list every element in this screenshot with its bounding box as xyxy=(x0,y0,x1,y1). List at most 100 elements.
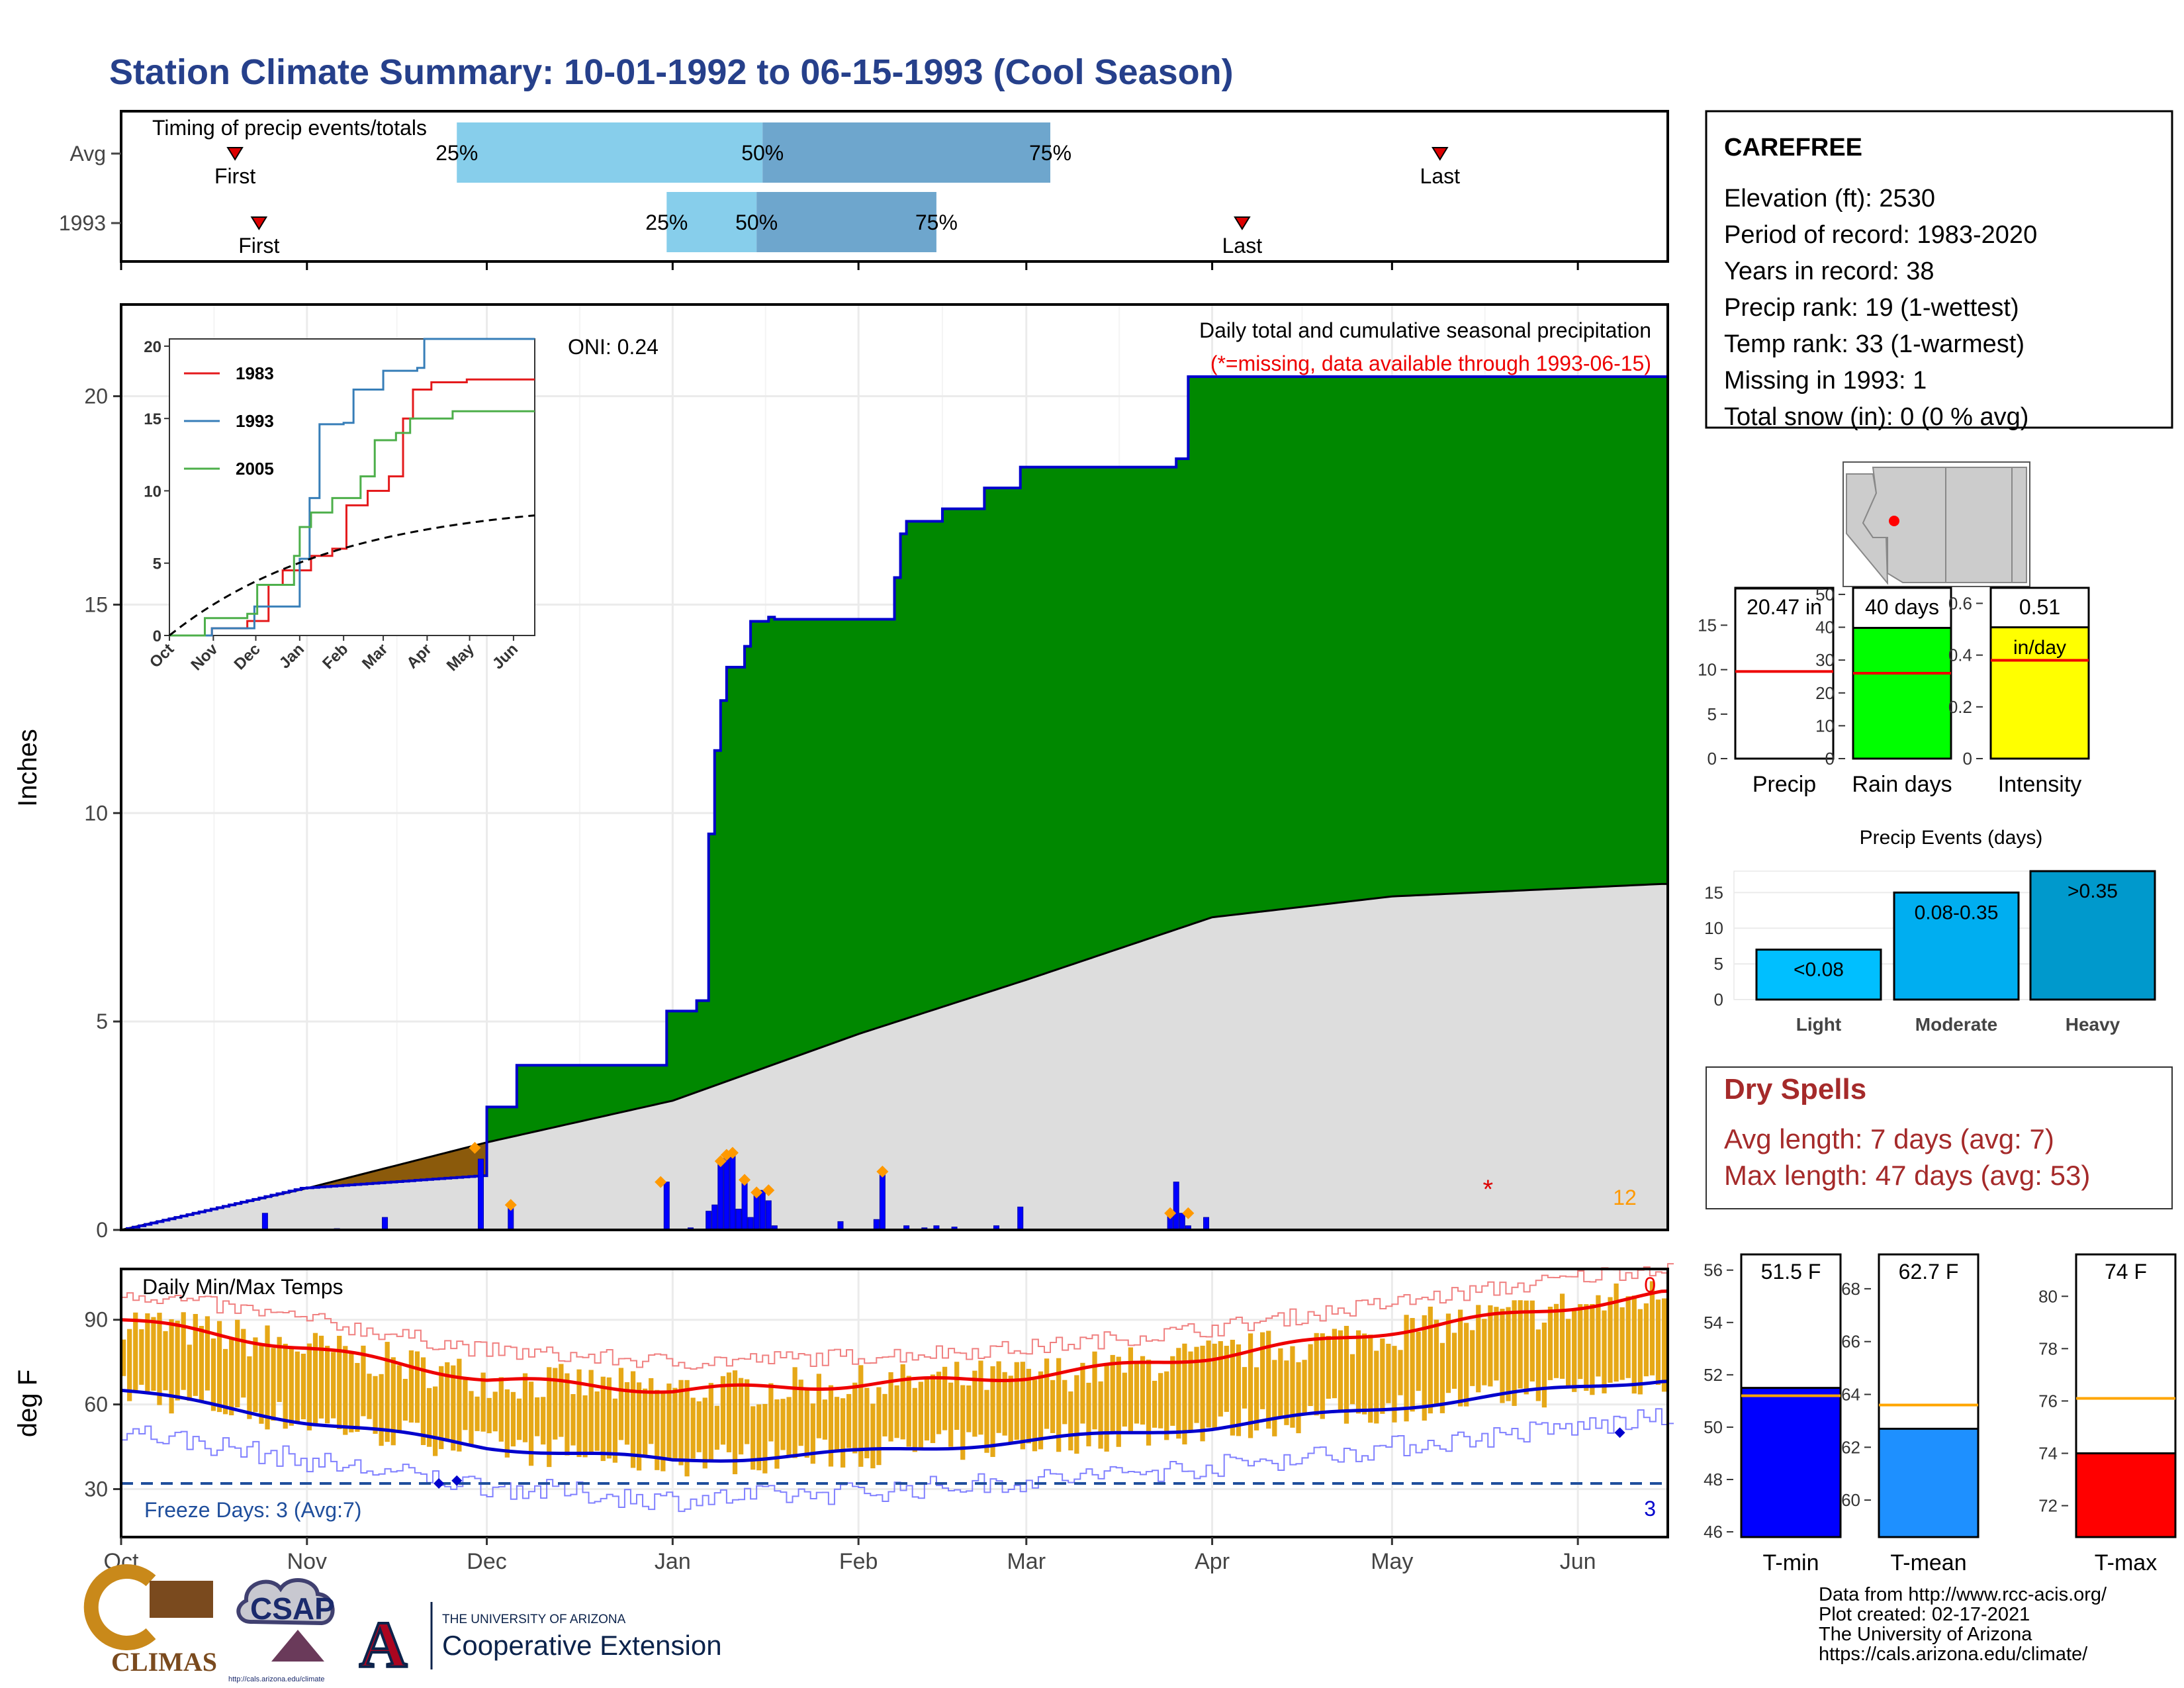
temp-gauge-tick-label: 60 xyxy=(1841,1490,1860,1510)
temp-daily-range-bar xyxy=(1164,1371,1169,1440)
temp-gauge-value-1: 62.7 F xyxy=(1899,1260,1959,1284)
temp-daily-range-bar xyxy=(780,1399,786,1450)
precip-daily-bar xyxy=(477,1158,484,1231)
month-label-jan: Jan xyxy=(655,1549,691,1574)
timing-q25-label: 25% xyxy=(435,141,478,165)
credit-url: https://cals.arizona.edu/climate/ xyxy=(1819,1644,2088,1665)
station-elevation: Elevation (ft): 2530 xyxy=(1724,185,1935,212)
precip-daily-bar xyxy=(1179,1213,1185,1231)
freeze-days-label: Freeze Days: 3 (Avg:7) xyxy=(144,1498,361,1522)
temp-daily-range-bar xyxy=(990,1366,995,1457)
temp-daily-range-bar xyxy=(1152,1380,1158,1428)
temp-daily-range-bar xyxy=(565,1373,570,1456)
temp-daily-range-bar xyxy=(1355,1330,1361,1414)
temp-daily-range-bar xyxy=(205,1316,210,1391)
temp-daily-range-bar xyxy=(1224,1346,1229,1412)
temp-daily-range-bar xyxy=(852,1382,858,1454)
temp-gauge-bar-1 xyxy=(1878,1427,1979,1538)
inset-tick-label: 20 xyxy=(144,338,161,356)
precip-daily-bar xyxy=(765,1200,772,1231)
temp-daily-range-bar xyxy=(1140,1356,1146,1425)
temp-daily-range-bar xyxy=(229,1338,234,1416)
station-location-dot xyxy=(1889,516,1899,526)
station-snow: Total snow (in): 0 (0 % avg) xyxy=(1724,403,2028,431)
temp-daily-range-bar xyxy=(649,1378,654,1444)
gauge-value-label-2: 0.51 xyxy=(2019,595,2060,619)
temp-daily-range-bar xyxy=(960,1385,966,1460)
temp-daily-range-bar xyxy=(966,1385,972,1432)
timing-bar-q25-q50 xyxy=(457,122,763,183)
temp-daily-range-bar xyxy=(469,1391,474,1445)
temp-daily-range-bar xyxy=(1457,1309,1463,1407)
temp-daily-range-bar xyxy=(1608,1297,1613,1383)
temp-daily-range-bar xyxy=(655,1389,660,1470)
gauge-tick-label: 0.2 xyxy=(1948,697,1972,717)
temp-frame xyxy=(120,1268,1669,1538)
month-label-nov: Nov xyxy=(287,1549,327,1574)
temp-daily-range-bar xyxy=(535,1397,540,1436)
timing-bar-q25-q50 xyxy=(666,192,757,252)
station-missing: Missing in 1993: 1 xyxy=(1724,367,1927,395)
temp-daily-range-bar xyxy=(1416,1331,1421,1391)
temp-gauge-name-0: T-min xyxy=(1763,1550,1819,1575)
temp-daily-range-bar xyxy=(331,1352,336,1419)
timing-q75-label: 75% xyxy=(915,211,958,234)
temp-daily-range-bar xyxy=(199,1326,205,1401)
freeze-count: 3 xyxy=(1644,1497,1656,1521)
temp-daily-range-bar xyxy=(253,1337,258,1413)
temp-daily-range-bar xyxy=(637,1382,642,1471)
gauge-name-0: Precip xyxy=(1752,772,1816,797)
temp-daily-range-bar xyxy=(600,1376,606,1462)
temp-daily-range-bar xyxy=(1080,1362,1085,1424)
temp-daily-range-bar xyxy=(241,1329,246,1398)
temp-daily-range-bar xyxy=(1104,1362,1109,1452)
temp-daily-range-bar xyxy=(498,1377,504,1442)
temp-daily-range-bar xyxy=(864,1387,870,1458)
precip-daily-bar xyxy=(711,1204,718,1231)
station-temp-rank: Temp rank: 33 (1-warmest) xyxy=(1724,330,2025,358)
temp-daily-range-bar xyxy=(1116,1356,1121,1447)
temp-daily-range-bar xyxy=(420,1357,426,1445)
gauge-tick-label: 0.4 xyxy=(1948,645,1972,665)
temp-daily-range-bar xyxy=(798,1380,803,1446)
temp-daily-range-bar xyxy=(1248,1333,1253,1438)
temp-daily-range-bar xyxy=(1062,1380,1068,1425)
new-mexico-shape xyxy=(1945,467,2013,583)
temp-daily-range-bar xyxy=(888,1372,893,1442)
temp-daily-range-bar xyxy=(930,1374,936,1444)
temp-daily-range-bar xyxy=(1098,1381,1103,1449)
precip-event-marker xyxy=(504,1199,517,1211)
temp-daily-range-bar xyxy=(1541,1323,1547,1408)
freeze-day-marker xyxy=(1614,1427,1625,1438)
temp-daily-range-bar xyxy=(439,1366,444,1450)
temp-daily-range-bar xyxy=(1553,1303,1559,1378)
csap-logo: CSAP http://cals.arizona.edu/climate xyxy=(228,1577,335,1683)
temp-daily-range-bar xyxy=(127,1329,132,1401)
temperature-gauges: 46 48 50 52 54 56 51.5 F T-min 60 62 64 66 68 62.7 F T… xyxy=(1704,1253,2177,1575)
temp-daily-range-bar xyxy=(1044,1358,1050,1429)
ua-logo: A THE UNIVERSITY OF ARIZONA Cooperative … xyxy=(358,1602,722,1683)
precip-normal-area xyxy=(121,884,1668,1230)
ua-line2: Cooperative Extension xyxy=(442,1630,722,1661)
precip-daily-bar xyxy=(1173,1182,1179,1231)
temp-heading: Daily Min/Max Temps xyxy=(142,1275,343,1299)
temp-tick-label: 30 xyxy=(84,1477,108,1501)
temp-daily-range-bar xyxy=(1128,1347,1134,1432)
temp-daily-range-bar xyxy=(516,1398,522,1440)
month-axis: Oct Nov Dec Jan Feb Mar Apr May Jun xyxy=(104,1537,1596,1574)
temp-daily-range-bar xyxy=(1134,1361,1140,1424)
timing-first-marker-icon xyxy=(250,216,268,230)
temp-daily-range-bar xyxy=(337,1335,342,1429)
temp-gauge-tick-label: 64 xyxy=(1841,1385,1860,1405)
temp-daily-range-bar xyxy=(1410,1318,1415,1412)
temp-daily-range-bar xyxy=(1206,1340,1211,1428)
precip-tick-label: 20 xyxy=(84,385,108,408)
temp-daily-range-bar xyxy=(1266,1331,1271,1429)
temp-daily-range-bar xyxy=(643,1388,648,1457)
gauge-tick-label: 5 xyxy=(1707,704,1717,724)
temp-daily-range-bar xyxy=(828,1385,834,1467)
temp-daily-range-bar xyxy=(756,1404,762,1471)
temp-daily-range-bar xyxy=(306,1343,312,1430)
temp-gauge-tick-label: 76 xyxy=(2038,1391,2058,1411)
